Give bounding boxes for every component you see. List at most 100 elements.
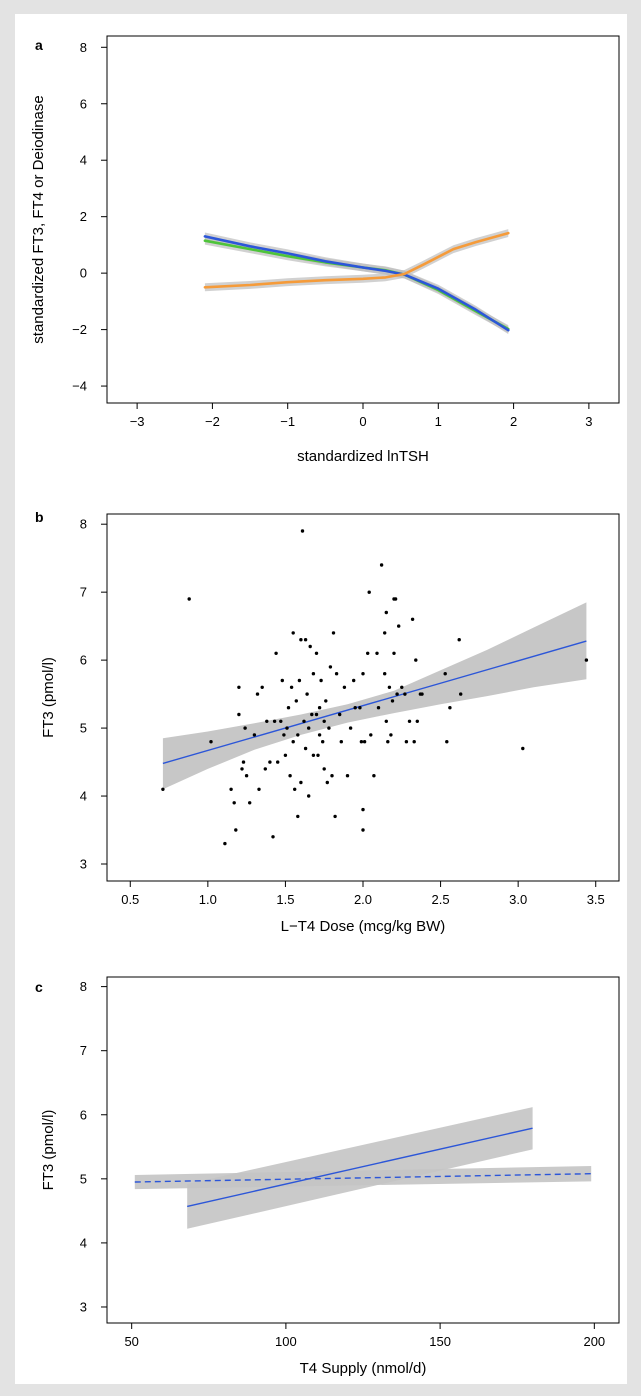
solid-regression-line	[187, 1127, 533, 1208]
y-tick-label: 5	[80, 721, 87, 736]
x-axis-title: T4 Supply (nmol/d)	[300, 1360, 427, 1377]
data-point	[443, 672, 447, 676]
data-point	[271, 835, 275, 839]
panel-a: a −3 −2 −1 0 1 2 3 −4 −2 0 2 4 6 8 standardized lnTSH st…	[15, 14, 627, 484]
data-point	[324, 699, 328, 703]
data-point	[459, 692, 463, 696]
y-tick-label: 4	[80, 1235, 87, 1250]
data-point	[223, 841, 227, 846]
data-point	[187, 597, 191, 601]
data-point	[420, 692, 424, 696]
chart-a-svg: a −3 −2 −1 0 1 2 3 −4 −2 0 2 4 6 8 standardized lnTSH st…	[30, 35, 620, 465]
data-point	[457, 638, 461, 642]
x-tick-label: 2	[510, 414, 517, 429]
y-tick-label: 7	[80, 585, 87, 600]
confidence-band	[134, 1166, 592, 1190]
x-tick-label: 1.5	[276, 892, 294, 907]
data-point	[316, 753, 320, 757]
figure: a −3 −2 −1 0 1 2 3 −4 −2 0 2 4 6 8 standardized lnTSH st…	[15, 14, 627, 1384]
data-point	[285, 726, 289, 730]
dashed-regression-line	[134, 1173, 592, 1183]
plot-frame	[106, 35, 620, 404]
data-point	[303, 746, 308, 751]
data-point	[321, 740, 325, 744]
data-point	[448, 706, 452, 710]
data-point	[319, 678, 323, 683]
data-point	[328, 665, 333, 669]
data-point	[410, 617, 415, 621]
data-point	[263, 767, 267, 771]
data-point	[414, 658, 418, 662]
data-point	[302, 719, 306, 723]
data-point	[237, 685, 241, 689]
data-point	[366, 651, 370, 655]
data-point	[359, 740, 364, 744]
data-point	[412, 740, 416, 744]
data-point	[353, 706, 357, 710]
y-tick-label: 4	[80, 153, 87, 168]
data-point	[299, 780, 303, 785]
y-axis-title: standardized FT3, FT4 or Deiodinase	[30, 95, 47, 343]
data-point	[286, 706, 291, 710]
panel-label: c	[35, 979, 43, 995]
data-point	[348, 726, 353, 730]
data-point	[322, 767, 326, 771]
panel-label: b	[35, 509, 44, 525]
y-tick-label: 7	[80, 1043, 87, 1058]
data-point	[397, 624, 401, 628]
x-tick-label: 0	[359, 414, 366, 429]
data-point	[330, 774, 334, 778]
x-tick-label: 0.5	[121, 892, 139, 907]
data-point	[362, 740, 367, 744]
data-point	[305, 692, 309, 696]
data-point	[314, 712, 319, 717]
plot-frame	[106, 513, 620, 882]
data-point	[297, 678, 302, 683]
y-tick-label: 8	[80, 40, 87, 55]
data-point	[279, 719, 283, 723]
data-point	[386, 740, 390, 744]
data-point	[296, 814, 300, 819]
y-tick-label: 3	[80, 857, 87, 872]
panel-label: a	[35, 37, 43, 53]
data-point	[403, 692, 407, 696]
data-point	[300, 529, 305, 533]
data-point	[296, 733, 300, 737]
data-point	[334, 672, 339, 676]
y-tick-label: 6	[80, 653, 87, 668]
series-line	[203, 231, 510, 289]
x-tick-label: −2	[205, 414, 220, 429]
data-point	[232, 801, 236, 805]
data-point	[229, 787, 233, 791]
x-axis-title: standardized lnTSH	[297, 448, 429, 465]
data-point	[291, 631, 295, 635]
data-point	[317, 706, 322, 710]
data-point	[383, 631, 387, 635]
data-point	[361, 807, 365, 812]
data-point	[294, 699, 298, 703]
data-point	[521, 746, 525, 751]
data-point	[314, 651, 319, 655]
data-point	[367, 590, 371, 594]
plot-frame	[106, 976, 620, 1324]
data-point	[252, 733, 257, 737]
data-point	[407, 719, 412, 723]
data-point	[415, 719, 419, 723]
y-tick-label: 6	[80, 96, 87, 111]
data-point	[272, 719, 277, 723]
data-point	[390, 699, 395, 703]
data-point	[310, 712, 314, 717]
data-point	[276, 760, 280, 764]
data-point	[248, 801, 252, 805]
data-point	[389, 733, 393, 737]
y-tick-label: 5	[80, 1171, 87, 1186]
data-point	[308, 644, 312, 649]
y-axis-title: FT3 (pmol/l)	[40, 1110, 57, 1191]
data-point	[282, 733, 286, 737]
y-tick-label: −4	[72, 379, 87, 394]
data-point	[244, 774, 249, 778]
x-tick-label: −1	[280, 414, 295, 429]
data-point	[584, 658, 589, 662]
data-point	[161, 787, 165, 791]
data-point	[265, 719, 269, 723]
